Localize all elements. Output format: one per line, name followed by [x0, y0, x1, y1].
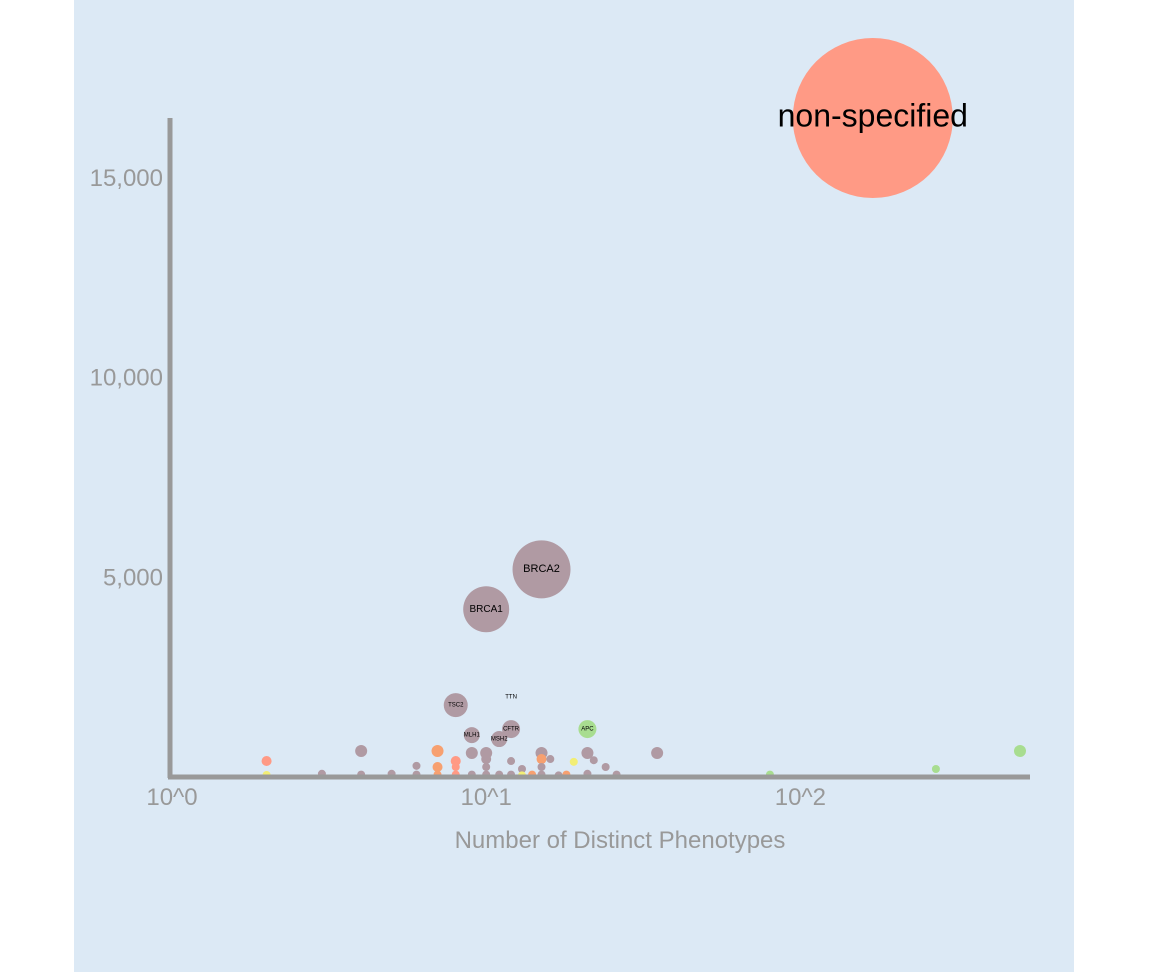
data-point[interactable] [1014, 745, 1026, 757]
y-tick-labels: 5,000 10,000 15,000 [90, 165, 163, 591]
data-point[interactable] [538, 763, 546, 771]
data-point[interactable] [590, 756, 598, 764]
data-point[interactable] [262, 756, 272, 766]
data-point[interactable] [355, 745, 367, 757]
y-tick-label: 15,000 [90, 165, 163, 192]
data-point-label: BRCA2 [523, 563, 560, 575]
data-point-label: APC [581, 727, 594, 733]
data-point-label: CFTR [503, 727, 520, 733]
data-point-label: TSC2 [448, 703, 464, 709]
data-point[interactable] [452, 763, 460, 771]
data-point-label: MSH2 [491, 737, 508, 743]
bubble-layer: non-specified BRCA2 BRCA1 TSC2 CFTR APC MLH1 MS… [262, 38, 1026, 779]
data-point-label: non-specified [778, 97, 968, 133]
x-axis-title: Number of Distinct Phenotypes [455, 827, 786, 854]
data-point[interactable] [546, 755, 554, 763]
y-tick-label: 10,000 [90, 365, 163, 392]
data-point-label: TTN [505, 695, 517, 701]
x-tick-label: 10^2 [775, 784, 826, 811]
y-tick-label: 5,000 [103, 564, 163, 591]
data-point[interactable] [651, 747, 663, 759]
data-point[interactable] [432, 745, 444, 757]
data-point[interactable] [570, 758, 578, 766]
data-point[interactable] [433, 762, 443, 772]
data-point[interactable] [932, 765, 940, 773]
data-point[interactable] [537, 754, 547, 764]
x-tick-label: 10^0 [146, 784, 197, 811]
data-point[interactable] [602, 763, 610, 771]
data-point[interactable] [481, 754, 491, 764]
x-tick-labels: 10^0 10^1 10^2 [146, 784, 826, 811]
data-point-label: MLH1 [464, 733, 481, 739]
x-tick-label: 10^1 [461, 784, 512, 811]
data-point[interactable] [412, 762, 420, 770]
data-point-label: BRCA1 [470, 604, 504, 615]
data-point[interactable] [482, 763, 490, 771]
data-point[interactable] [507, 757, 515, 765]
data-point[interactable] [466, 747, 478, 759]
